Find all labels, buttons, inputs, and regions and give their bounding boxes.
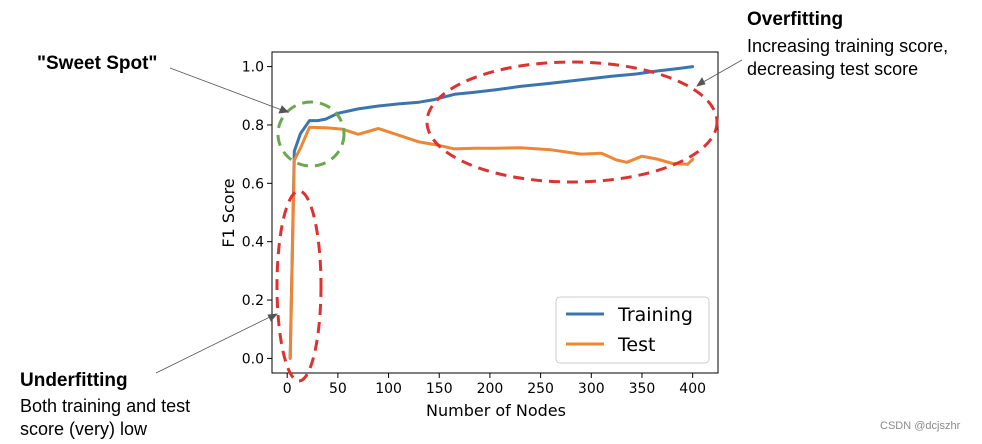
series-lines [288,65,695,360]
series-line-training [288,65,695,360]
x-tick-label: 50 [329,381,347,397]
underfitting-arrow [155,313,277,374]
y-tick-label: 0.8 [242,118,264,134]
series-line-test [288,125,695,360]
overfitting-ellipse [425,60,719,184]
x-tick-label: 350 [629,381,656,397]
underfitting-line-2: score (very) low [20,419,148,439]
sweet-spot-annotation: "Sweet Spot" [37,53,158,74]
legend-label-training: Training [617,304,693,326]
underfitting-line-1: Both training and test [20,396,191,416]
x-tick-label: 300 [578,381,605,397]
y-axis-ticks: 0.0 0.2 0.4 0.6 0.8 1.0 [242,60,272,367]
overfitting-arrowhead [696,77,706,87]
underfitting-title: Underfitting [20,370,128,391]
x-tick-label: 400 [679,381,706,397]
x-tick-label: 100 [375,381,402,397]
x-tick-label: 250 [527,381,554,397]
x-tick-label: 0 [283,381,292,397]
y-axis-label: F1 Score [219,178,238,247]
underfitting-ellipse [275,189,323,383]
legend-label-test: Test [617,334,655,356]
legend: Training Test [555,296,710,364]
x-tick-label: 200 [477,381,504,397]
x-axis-ticks: 0 50 100 150 200 250 300 350 400 [283,373,706,397]
overfitting-line-1: Increasing training score, [747,36,949,56]
sweet-spot-arrow [169,67,288,113]
overfitting-line-2: decreasing test score [747,59,919,79]
y-tick-label: 0.4 [242,235,264,251]
y-tick-label: 0.2 [242,293,264,309]
watermark: CSDN @dcjszhr [880,420,961,432]
x-axis-label: Number of Nodes [426,401,566,420]
y-tick-label: 0.0 [242,351,264,367]
overfitting-title: Overfitting [747,9,844,30]
sweet-spot-arrowhead [278,105,289,114]
underfitting-arrowhead [267,313,278,322]
y-tick-label: 0.6 [242,176,264,192]
sweet-spot-ellipse [276,100,346,168]
x-tick-label: 150 [426,381,453,397]
y-tick-label: 1.0 [242,60,264,76]
plot-frame [271,51,719,374]
overfitting-arrow [697,59,743,86]
annotation-arrows [155,59,743,374]
